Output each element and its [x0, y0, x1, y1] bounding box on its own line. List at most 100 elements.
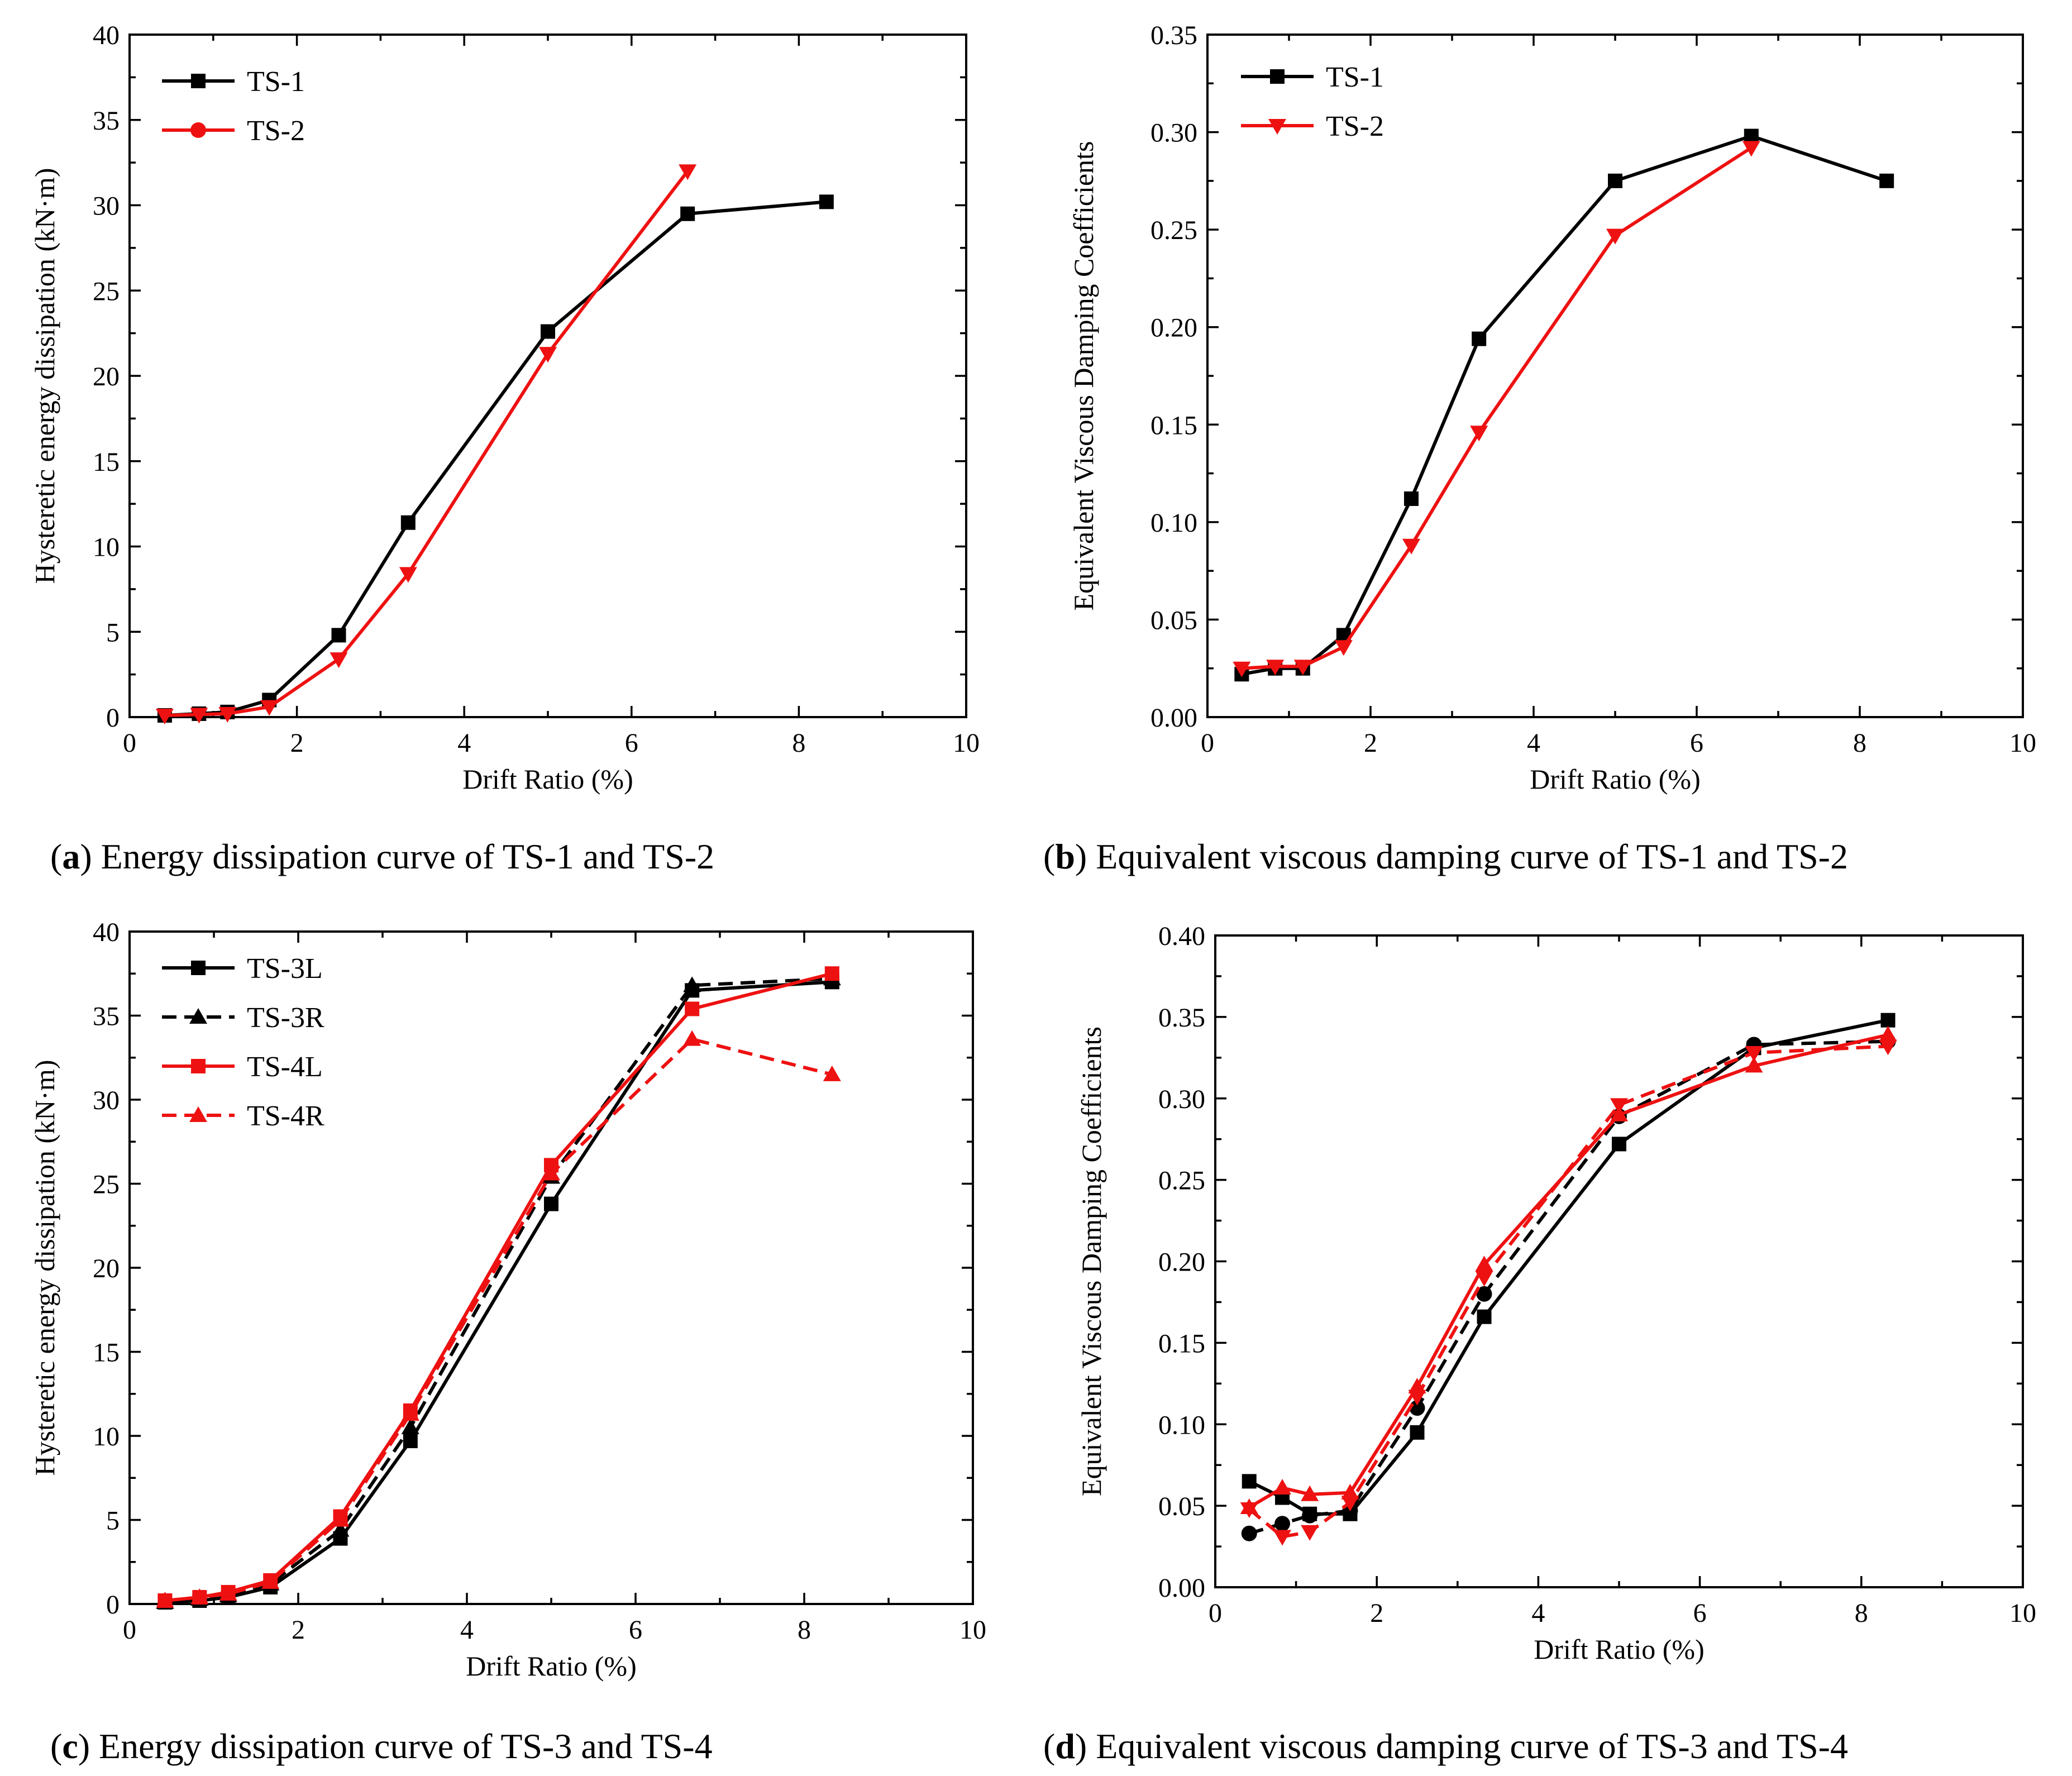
y-tick-label: 0.25: [1150, 216, 1197, 245]
data-point-ts-4r: [1610, 1098, 1628, 1114]
y-tick-label: 10: [93, 1422, 120, 1452]
x-tick-label: 0: [123, 728, 136, 758]
y-tick-label: 25: [93, 276, 120, 306]
data-point-ts-3r: [1302, 1507, 1318, 1524]
data-point-ts-4r: [1879, 1039, 1897, 1056]
x-tick-label: 6: [1693, 1598, 1707, 1628]
caption-letter: c: [62, 1726, 78, 1766]
data-point-ts-3r: [401, 1418, 419, 1434]
data-point-ts-1: [1404, 491, 1419, 506]
caption-paren-open: (: [1043, 1726, 1055, 1766]
legend-marker: [191, 74, 206, 88]
data-point-ts-4l: [1745, 1057, 1763, 1073]
y-tick-label: 15: [93, 1338, 120, 1368]
data-point-ts-2: [1470, 426, 1488, 442]
data-point-ts-4r: [1745, 1046, 1763, 1062]
caption-text: Equivalent viscous damping curve of TS-3…: [1096, 1726, 1848, 1766]
data-point-ts-3l: [1880, 1013, 1896, 1028]
y-tick-label: 0.20: [1158, 1248, 1205, 1277]
y-tick-label: 0: [106, 703, 120, 733]
caption-letter: d: [1055, 1726, 1075, 1766]
y-tick-label: 0.00: [1150, 703, 1197, 733]
caption-letter: b: [1055, 837, 1075, 876]
plot-frame: [1214, 934, 2024, 1588]
y-tick-label: 0.25: [1158, 1166, 1205, 1196]
data-point-ts-4l: [1341, 1483, 1359, 1500]
data-point-ts-3r: [1241, 1525, 1257, 1541]
y-tick-label: 5: [106, 618, 120, 647]
data-point-ts-1: [331, 628, 346, 643]
data-point-ts-4l: [685, 1001, 700, 1016]
data-point-ts-3l: [1612, 1137, 1626, 1152]
legend-label-ts-4r: TS-4R: [247, 1100, 324, 1132]
y-tick-label: 0.30: [1158, 1085, 1205, 1114]
caption-paren-close: ): [80, 837, 101, 876]
caption-text: Equivalent viscous damping curve of TS-1…: [1096, 837, 1848, 876]
series-line-ts-1: [1241, 134, 1888, 676]
x-tick-label: 8: [1853, 728, 1866, 758]
panel-c-energy-ts3-ts4: 0 2 4 6 8 10 0 5 10 15 20 25 30 35 40 Drift Ratio (%) Hy…: [29, 918, 986, 1766]
data-point-ts-2: [1606, 228, 1624, 245]
caption-a: (a) Energy dissipation curve of TS-1 and…: [50, 837, 714, 876]
y-axis-title: Equivalent Viscous Damping Coefficients: [1068, 141, 1099, 611]
y-tick-label: 0.35: [1158, 1003, 1205, 1033]
data-point-ts-4r: [331, 1511, 350, 1527]
y-tick-label: 40: [93, 21, 120, 50]
y-tick-label: 0.00: [1158, 1573, 1205, 1603]
series-line-ts-3r: [1248, 1039, 1888, 1535]
data-point-ts-1: [819, 194, 834, 209]
series-line-ts-3l: [1248, 1018, 1889, 1516]
series-line-ts-2: [1242, 146, 1753, 670]
data-point-ts-3r: [1476, 1286, 1492, 1302]
data-point-ts-1: [400, 515, 416, 530]
series-line-ts-1: [164, 200, 827, 717]
legend-marker: [191, 961, 206, 975]
caption-b: (b) Equivalent viscous damping curve of …: [1043, 837, 1848, 876]
legend-marker: [1268, 119, 1286, 135]
x-tick-label: 2: [1364, 728, 1377, 758]
caption-paren-close: ): [1075, 1726, 1096, 1766]
y-tick-label: 0: [106, 1590, 120, 1620]
x-tick-label: 8: [792, 728, 805, 758]
panel-b-damping-ts1-ts2: 0 2 4 6 8 10 0.00 0.05 0.10 0.15 0.20 0.25 0.30 0.35 D…: [1043, 21, 2036, 876]
data-point-ts-2: [218, 706, 237, 723]
y-tick-label: 0.05: [1158, 1492, 1205, 1521]
legend-marker: [1270, 69, 1285, 84]
caption-c: (c) Energy dissipation curve of TS-3 and…: [50, 1726, 713, 1766]
y-tick-label: 30: [93, 1086, 120, 1115]
y-tick-label: 0.10: [1158, 1410, 1205, 1440]
legend-marker: [191, 1059, 206, 1073]
data-point-ts-2: [155, 708, 174, 724]
data-point-ts-4l: [1475, 1255, 1493, 1272]
y-tick-label: 0.05: [1150, 605, 1197, 635]
caption-text: Energy dissipation curve of TS-1 and TS-…: [101, 837, 715, 876]
x-tick-label: 4: [1527, 728, 1540, 758]
x-tick-label: 2: [290, 728, 304, 758]
x-tick-label: 8: [1855, 1598, 1868, 1628]
data-point-ts-4r: [1341, 1496, 1359, 1512]
caption-letter: a: [62, 837, 80, 876]
legend-label-ts-2: TS-2: [247, 115, 305, 147]
data-point-ts-4l: [824, 966, 839, 981]
y-tick-label: 0.35: [1150, 21, 1197, 50]
x-tick-label: 6: [629, 1615, 642, 1645]
data-point-ts-1: [1744, 128, 1759, 144]
y-tick-label: 20: [93, 1254, 120, 1283]
data-point-ts-2: [1334, 640, 1353, 656]
data-point-ts-2: [539, 347, 557, 363]
y-tick-label: 35: [93, 106, 120, 136]
x-axis-title: Drift Ratio (%): [462, 763, 633, 795]
data-point-ts-1: [680, 206, 695, 221]
y-tick-label: 30: [93, 192, 120, 221]
data-point-ts-4r: [261, 1573, 280, 1589]
data-point-ts-4r: [1240, 1502, 1258, 1518]
legend-label-ts-4l: TS-4L: [247, 1051, 323, 1083]
legend-label-ts-1: TS-1: [1326, 61, 1384, 93]
data-point-ts-3r: [1274, 1516, 1291, 1532]
caption-d: (d) Equivalent viscous damping curve of …: [1043, 1726, 1848, 1766]
x-tick-label: 8: [798, 1615, 811, 1645]
y-tick-label: 5: [106, 1506, 120, 1536]
series-line-ts-2: [164, 170, 689, 717]
x-axis-title: Drift Ratio (%): [1530, 763, 1700, 795]
